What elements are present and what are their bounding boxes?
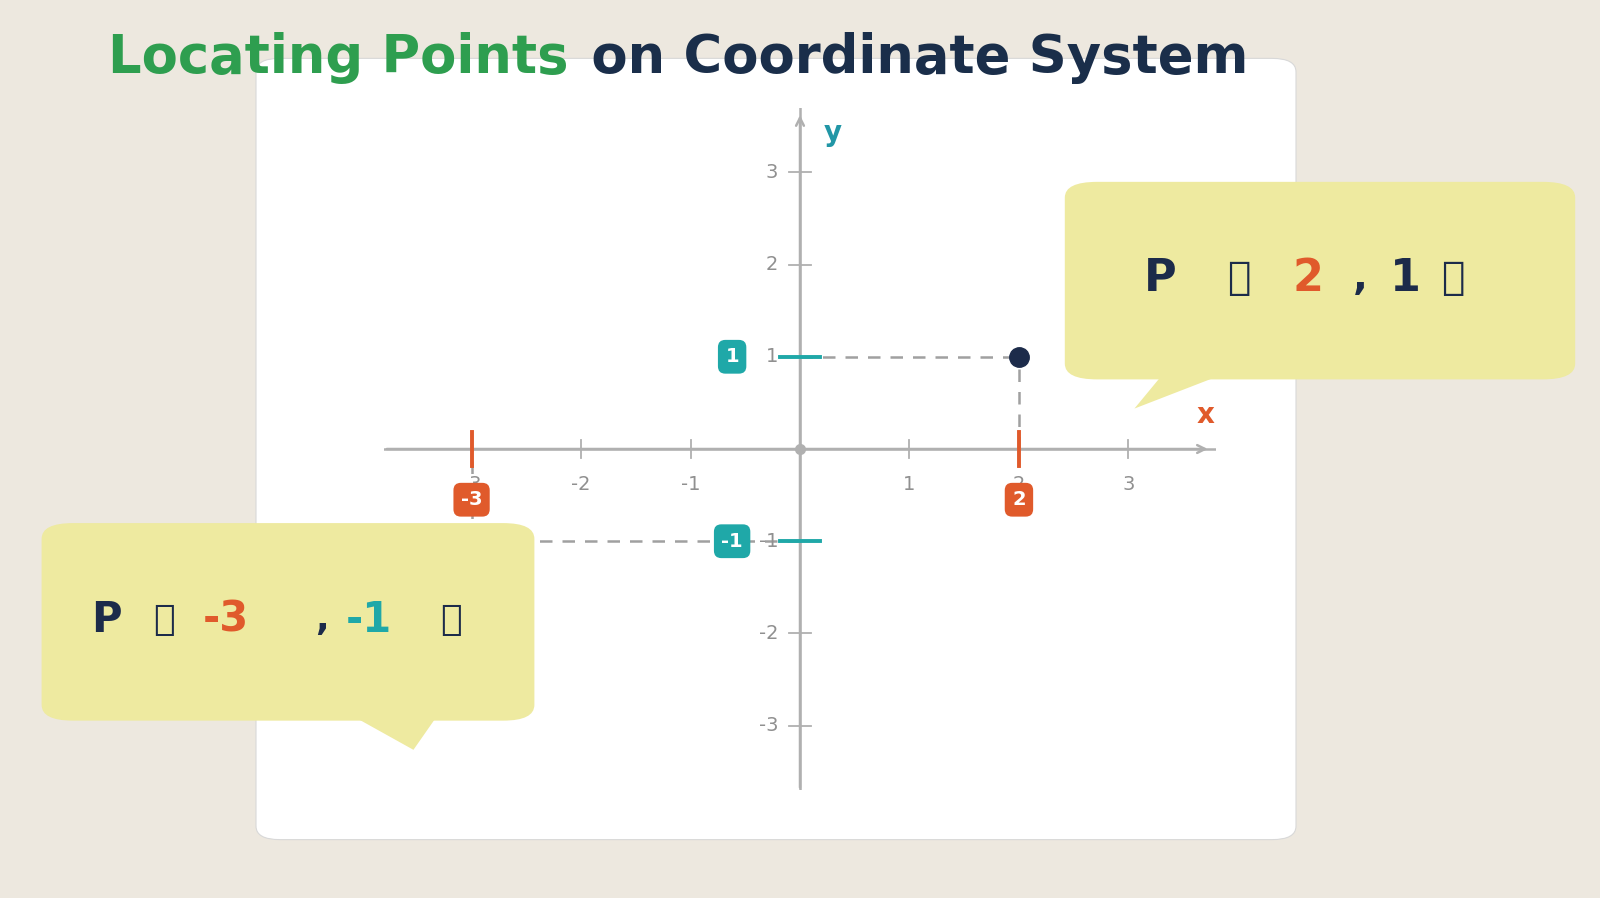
Text: -2: -2 <box>571 475 590 494</box>
Text: 1: 1 <box>904 475 915 494</box>
Text: 1: 1 <box>725 348 739 366</box>
Text: -2: -2 <box>758 624 778 643</box>
Text: y: y <box>824 119 842 147</box>
Text: 2: 2 <box>1013 475 1026 494</box>
Text: ,: , <box>1352 260 1368 297</box>
FancyBboxPatch shape <box>1066 181 1574 379</box>
Text: P: P <box>91 599 122 640</box>
Text: x: x <box>1197 401 1214 428</box>
Text: -3: -3 <box>462 475 482 494</box>
Text: on Coordinate System: on Coordinate System <box>573 32 1248 84</box>
Text: （: （ <box>1227 260 1251 297</box>
FancyBboxPatch shape <box>42 523 534 720</box>
Polygon shape <box>333 705 445 750</box>
Text: P: P <box>1144 257 1176 300</box>
Text: ,: , <box>315 603 328 637</box>
Text: 3: 3 <box>1122 475 1134 494</box>
Text: -3: -3 <box>758 717 778 735</box>
Text: ）: ） <box>440 603 462 637</box>
Text: -3: -3 <box>461 490 482 509</box>
Text: 1: 1 <box>766 348 778 366</box>
Text: -3: -3 <box>203 599 250 640</box>
Text: ）: ） <box>1440 260 1464 297</box>
Polygon shape <box>1134 364 1251 409</box>
Text: -1: -1 <box>346 599 392 640</box>
Text: 3: 3 <box>766 163 778 181</box>
Text: -1: -1 <box>722 532 742 550</box>
Text: 2: 2 <box>766 255 778 274</box>
Text: -1: -1 <box>680 475 701 494</box>
Text: Locating Points: Locating Points <box>107 32 568 84</box>
Text: （: （ <box>154 603 176 637</box>
Text: 2: 2 <box>1293 257 1323 300</box>
Text: 1: 1 <box>1389 257 1421 300</box>
Text: -1: -1 <box>758 532 778 550</box>
Text: 2: 2 <box>1013 490 1026 509</box>
